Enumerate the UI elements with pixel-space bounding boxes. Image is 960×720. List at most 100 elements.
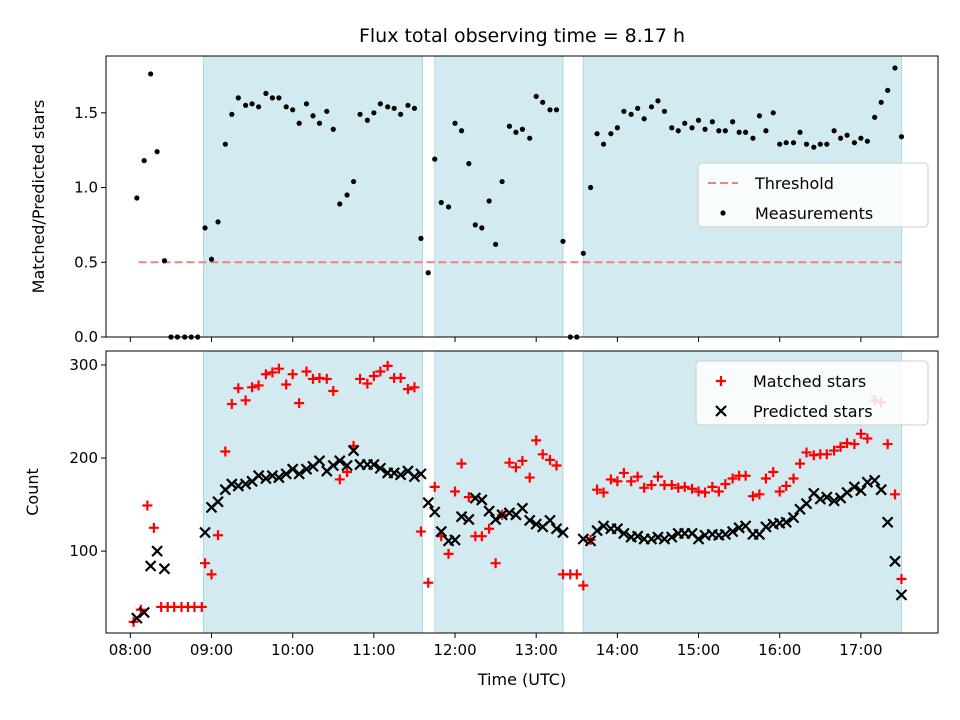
measurement-point: [222, 141, 228, 147]
measurement-point: [628, 111, 634, 117]
x-tick-label: 13:00: [515, 641, 558, 659]
measurement-point: [743, 129, 749, 135]
matched-stars-point: [707, 481, 718, 492]
matched-stars-point: [200, 558, 211, 569]
measurement-point: [858, 135, 864, 141]
measurement-point: [730, 119, 736, 125]
measurement-point: [750, 135, 756, 141]
matched-stars-point: [545, 454, 556, 465]
predicted-stars-point: [347, 444, 360, 457]
measurement-point: [661, 108, 668, 114]
matched-stars-point: [463, 492, 474, 503]
predicted-stars-point: [252, 469, 265, 482]
matched-stars-point: [896, 574, 907, 585]
top-panel: 0.0 0.5 1.0 1.5 Matched/Predicted stars Thres…: [29, 55, 939, 346]
measurement-point: [811, 144, 817, 150]
y-axis-label: Count: [23, 468, 42, 516]
matched-stars-point: [395, 372, 406, 383]
matched-stars-point: [294, 398, 305, 409]
predicted-stars-point: [733, 522, 745, 534]
matched-stars-point: [632, 471, 643, 482]
matched-stars-point: [342, 466, 353, 477]
measurement-point: [499, 178, 505, 185]
matched-stars-point: [652, 471, 663, 482]
measurement-point: [824, 141, 830, 147]
bottom-panel: 100 200 300 08:00 09:00 10:00 11:00 12:00 13:00 1…: [23, 350, 939, 689]
matched-stars-point: [747, 491, 758, 502]
measurement-point: [594, 131, 600, 137]
matched-stars-point: [273, 363, 284, 374]
shaded-interval: [202, 350, 424, 634]
y-axis-label: Matched/Predicted stars: [29, 100, 48, 294]
measurement-point: [608, 131, 614, 137]
measurement-point: [310, 113, 316, 119]
matched-stars-point: [443, 548, 454, 559]
legend-label: Matched stars: [753, 372, 866, 391]
matched-stars-point: [321, 373, 332, 384]
measurement-point: [864, 138, 870, 144]
measurement-point: [527, 135, 533, 141]
matched-stars-point: [639, 482, 650, 493]
matched-stars-point: [598, 487, 609, 498]
matched-stars-point: [829, 445, 840, 456]
matched-stars-point: [855, 428, 866, 439]
predicted-stars-point: [875, 483, 887, 496]
matched-stars-point: [240, 395, 251, 406]
matched-stars-point: [409, 382, 420, 393]
predicted-stars-point: [652, 531, 664, 543]
predicted-stars-point: [516, 502, 529, 515]
measurement-point: [682, 120, 688, 126]
predicted-stars-point: [476, 494, 488, 506]
y-tick-label: 200: [69, 449, 98, 467]
measurement-point: [587, 184, 594, 191]
matched-stars-point: [821, 449, 832, 460]
predicted-stars-point: [138, 606, 150, 619]
predicted-stars-point: [855, 484, 867, 497]
matched-stars-point: [253, 380, 264, 391]
y-tick-label: 1.0: [74, 179, 98, 197]
measurement-point: [148, 71, 154, 77]
measurement-point: [675, 128, 681, 134]
predicted-stars-point: [374, 462, 387, 475]
measurement-point: [405, 102, 411, 108]
predicted-stars-point: [341, 459, 353, 472]
measurement-point: [377, 101, 383, 107]
measurement-point: [756, 113, 763, 119]
predicted-stars-point: [631, 530, 644, 542]
predicted-stars-point: [800, 497, 813, 510]
y-tick-label: 0.0: [74, 328, 98, 346]
measurement-point: [898, 134, 905, 140]
matched-stars-point: [849, 439, 860, 450]
measurement-point: [540, 99, 546, 105]
predicted-stars-point: [544, 514, 556, 527]
measurement-point: [479, 225, 485, 231]
measurement-point: [790, 140, 797, 146]
predicted-stars-point: [280, 468, 292, 480]
matched-stars-point: [281, 379, 292, 390]
measurement-point: [709, 119, 715, 125]
measurement-point: [337, 201, 343, 207]
measurement-point: [290, 107, 296, 113]
measurement-point: [641, 116, 647, 122]
measurement-point: [418, 235, 424, 241]
measurement-point: [385, 104, 391, 110]
predicted-stars-point: [449, 534, 461, 546]
matched-stars-point: [835, 441, 846, 452]
measurement-point: [635, 105, 641, 111]
measurement-point: [134, 195, 140, 201]
matched-stars-point: [415, 526, 426, 537]
measurement-point: [716, 128, 722, 134]
measurement-point: [229, 111, 235, 117]
predicted-stars-point: [814, 493, 827, 505]
predicted-stars-point: [692, 533, 705, 545]
measurement-point: [432, 156, 438, 162]
measurement-point: [438, 199, 444, 206]
measurement-point: [458, 128, 465, 134]
predicted-stars-point: [300, 463, 313, 475]
predicted-stars-point: [489, 513, 502, 526]
predicted-stars-point: [895, 589, 908, 601]
matched-stars-point: [362, 378, 373, 389]
measurement-point: [844, 132, 850, 138]
x-tick-label: 16:00: [758, 641, 801, 659]
predicted-stars-point: [428, 506, 441, 518]
